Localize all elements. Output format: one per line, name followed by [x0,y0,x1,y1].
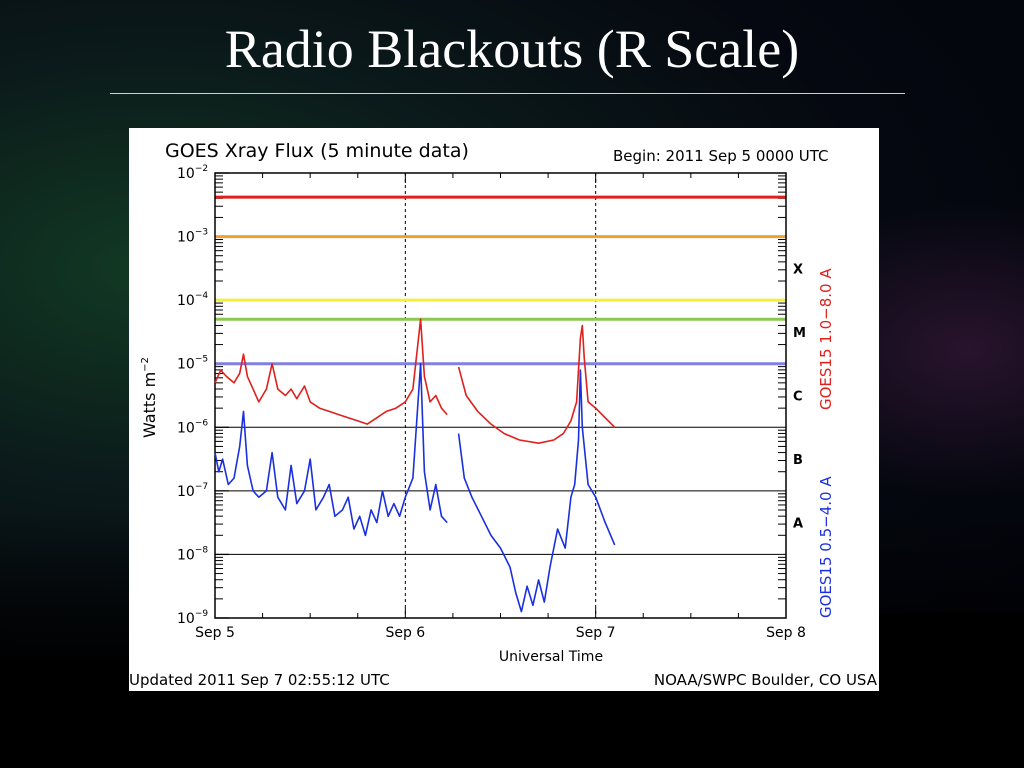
y-tick-label-base: 10 [177,484,195,500]
x-axis-label: Universal Time [499,649,603,665]
source-label: NOAA/SWPC Boulder, CO USA [654,671,878,689]
y-axis-label-base: Watts m [140,372,159,438]
y-tick-label-sup: −3 [195,228,208,238]
y-axis-label-sup: −2 [140,357,151,372]
y-tick-label-base: 10 [177,357,195,373]
y-tick-label-sup: −7 [195,482,208,492]
x-tick-label: Sep 7 [576,625,616,641]
series-long-channel-line [214,318,448,425]
slide-title: Radio Blackouts (R Scale) [224,19,800,79]
y-tick-label-sup: −9 [195,609,209,619]
y-tick-label-base: 10 [177,611,195,627]
y-tick-label: 10−4 [177,291,208,309]
y-tick-label-sup: −8 [195,545,209,555]
y-tick-label: 10−5 [177,355,208,373]
begin-label: Begin: 2011 Sep 5 0000 UTC [613,147,829,165]
y-tick-label-base: 10 [177,420,195,436]
y-tick-label: 10−2 [177,164,208,182]
series-short-channel-line [214,362,448,537]
title-rule [110,93,905,94]
x-tick-label: Sep 6 [385,625,425,641]
flare-class-label: M [793,326,806,341]
plot-frame [214,172,787,619]
series-short-channel-line [457,369,616,613]
flare-class-label: X [793,262,803,277]
y-tick-label: 10−6 [177,418,208,436]
y-tick-label-sup: −4 [195,291,209,301]
y-tick-label-base: 10 [177,230,195,246]
updated-label: Updated 2011 Sep 7 02:55:12 UTC [129,671,390,689]
y-tick-label: 10−9 [177,609,208,627]
y-tick-label-sup: −6 [195,418,209,428]
chart-title: GOES Xray Flux (5 minute data) [165,140,469,162]
flare-class-label: A [793,517,803,532]
y-tick-label: 10−7 [177,482,208,500]
y-tick-label-base: 10 [177,547,195,563]
flare-class-label: B [793,453,803,468]
y-tick-label-sup: −5 [195,355,208,365]
y-axis-label: Watts m−2 [140,357,159,438]
xray-flux-chart: GOES Xray Flux (5 minute data) Begin: 20… [129,140,878,689]
chart-panel: GOES Xray Flux (5 minute data) Begin: 20… [129,128,879,691]
y-tick-label-base: 10 [177,293,195,309]
y-tick-label-sup: −2 [195,164,208,174]
x-tick-label: Sep 8 [766,625,806,641]
series-long-channel-line [457,324,616,444]
y-tick-label: 10−8 [177,545,208,563]
legend-long-channel: GOES15 1.0−8.0 A [817,268,835,410]
x-tick-label: Sep 5 [195,625,235,641]
y-tick-label: 10−3 [177,228,208,246]
y-tick-label-base: 10 [177,166,195,182]
legend-short-channel: GOES15 0.5−4.0 A [817,476,835,618]
flare-class-label: C [793,390,803,405]
